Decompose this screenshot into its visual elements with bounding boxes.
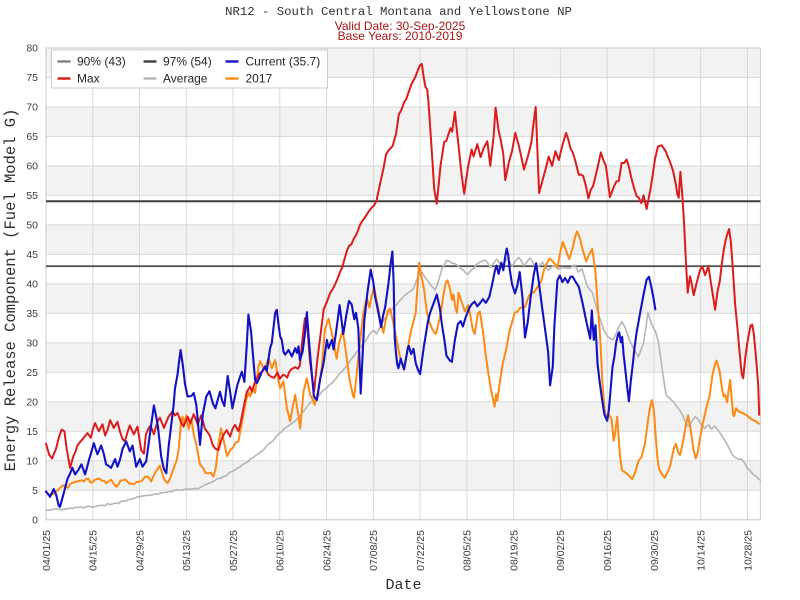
svg-text:70: 70	[26, 102, 38, 114]
svg-text:40: 40	[26, 279, 38, 291]
svg-text:50: 50	[26, 220, 38, 232]
svg-text:35: 35	[26, 308, 38, 320]
svg-text:Base Years: 2010-2019: Base Years: 2010-2019	[338, 29, 463, 43]
svg-text:04/15/25: 04/15/25	[88, 530, 100, 571]
svg-text:Current (35.7): Current (35.7)	[246, 55, 321, 69]
svg-text:06/24/25: 06/24/25	[321, 530, 333, 571]
svg-text:5: 5	[32, 485, 38, 497]
svg-text:Average: Average	[163, 72, 208, 86]
svg-text:90% (43): 90% (43)	[77, 55, 126, 69]
svg-text:55: 55	[26, 190, 38, 202]
svg-text:10/28/25: 10/28/25	[742, 530, 754, 571]
svg-text:10: 10	[26, 456, 38, 468]
svg-text:45: 45	[26, 249, 38, 261]
svg-text:65: 65	[26, 131, 38, 143]
svg-text:Date: Date	[385, 577, 421, 594]
svg-text:0: 0	[32, 515, 38, 527]
svg-text:15: 15	[26, 426, 38, 438]
svg-text:09/30/25: 09/30/25	[649, 530, 661, 571]
svg-text:20: 20	[26, 397, 38, 409]
svg-text:06/10/25: 06/10/25	[275, 530, 287, 571]
svg-text:07/08/25: 07/08/25	[368, 530, 380, 571]
svg-text:25: 25	[26, 367, 38, 379]
svg-text:NR12 - South Central Montana a: NR12 - South Central Montana and Yellows…	[225, 5, 572, 19]
svg-text:04/29/25: 04/29/25	[134, 530, 146, 571]
svg-text:05/13/25: 05/13/25	[181, 530, 193, 571]
svg-text:80: 80	[26, 43, 38, 55]
svg-text:97% (54): 97% (54)	[163, 55, 212, 69]
svg-text:75: 75	[26, 72, 38, 84]
svg-text:Energy Release Component (Fuel: Energy Release Component (Fuel Model G)	[2, 109, 20, 472]
svg-text:Max: Max	[77, 72, 100, 86]
svg-text:05/27/25: 05/27/25	[228, 530, 240, 571]
svg-text:09/02/25: 09/02/25	[555, 530, 567, 571]
svg-text:60: 60	[26, 161, 38, 173]
svg-text:07/22/25: 07/22/25	[415, 530, 427, 571]
svg-text:08/05/25: 08/05/25	[462, 530, 474, 571]
svg-text:04/01/25: 04/01/25	[41, 530, 53, 571]
svg-text:Valid Date: 30-Sep-2025: Valid Date: 30-Sep-2025	[335, 19, 466, 33]
svg-text:09/16/25: 09/16/25	[602, 530, 614, 571]
svg-text:30: 30	[26, 338, 38, 350]
svg-text:2017: 2017	[246, 72, 273, 86]
svg-text:10/14/25: 10/14/25	[696, 530, 708, 571]
svg-text:08/19/25: 08/19/25	[509, 530, 521, 571]
